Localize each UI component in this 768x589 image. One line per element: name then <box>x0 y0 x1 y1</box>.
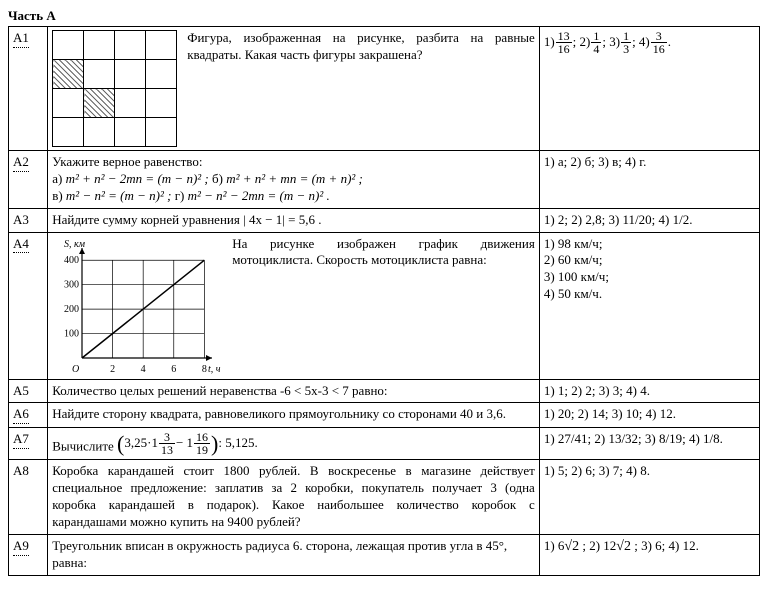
answer-options: 1) а; 2) б; 3) в; 4) г. <box>539 151 759 209</box>
question-text: Найдите сумму корней уравнения | 4x − 1|… <box>48 208 540 232</box>
svg-text:200: 200 <box>64 304 79 315</box>
table-row: А3 Найдите сумму корней уравнения | 4x −… <box>9 208 760 232</box>
svg-text:2: 2 <box>110 364 115 375</box>
a1-figure <box>52 30 177 147</box>
answer-options: 1) 98 км/ч; 2) 60 км/ч; 3) 100 км/ч; 4) … <box>539 232 759 379</box>
svg-text:300: 300 <box>64 279 79 290</box>
svg-text:8: 8 <box>202 364 207 375</box>
question-id: А2 <box>13 154 29 172</box>
question-id: А6 <box>13 406 29 424</box>
table-row: А7 Вычислите ( 3,25·1 313 − 1 1619 ) : 5… <box>9 428 760 460</box>
question-id: А1 <box>13 30 29 48</box>
question-text: Вычислите ( 3,25·1 313 − 1 1619 ) : 5,12… <box>48 428 540 460</box>
question-text: Коробка карандашей стоит 1800 рублей. В … <box>48 460 540 535</box>
answer-options: 1) 20; 2) 14; 3) 10; 4) 12. <box>539 403 759 428</box>
question-text: Количество целых решений неравенства -6 … <box>48 379 540 403</box>
table-row: А6 Найдите сторону квадрата, равновелико… <box>9 403 760 428</box>
table-row: А8 Коробка карандашей стоит 1800 рублей.… <box>9 460 760 535</box>
answer-options: 1) 5; 2) 6; 3) 7; 4) 8. <box>539 460 759 535</box>
table-row: А9 Треугольник вписан в окружность радиу… <box>9 534 760 575</box>
svg-text:4: 4 <box>141 364 146 375</box>
question-id: А5 <box>13 383 29 398</box>
table-row: А5 Количество целых решений неравенства … <box>9 379 760 403</box>
question-text: Треугольник вписан в окружность радиуса … <box>48 534 540 575</box>
svg-text:O: O <box>72 364 79 375</box>
table-row: А4 100 200 300 400 2 4 6 8 S, км t, ч O На рисунке… <box>9 232 760 379</box>
question-id: А3 <box>13 212 29 227</box>
answer-options: 1) 1316; 2) 14; 3) 13; 4) 316. <box>539 27 759 151</box>
svg-text:400: 400 <box>64 255 79 266</box>
svg-text:100: 100 <box>64 328 79 339</box>
table-row: А1 Фигура, изображенная на рисунке, разб… <box>9 27 760 151</box>
question-id: А4 <box>13 236 29 254</box>
question-id: А7 <box>13 431 29 449</box>
svg-text:S, км: S, км <box>64 239 86 250</box>
answer-options: 1) 27/41; 2) 13/32; 3) 8/19; 4) 1/8. <box>539 428 759 460</box>
question-text: Укажите верное равенство: а) m² + n² − 2… <box>48 151 540 209</box>
answer-options: 1) 2; 2) 2,8; 3) 11/20; 4) 1/2. <box>539 208 759 232</box>
questions-table: А1 Фигура, изображенная на рисунке, разб… <box>8 26 760 576</box>
answer-options: 1) 6√2 ; 2) 12√2 ; 3) 6; 4) 12. <box>539 534 759 575</box>
svg-text:6: 6 <box>171 364 176 375</box>
question-text: Найдите сторону квадрата, равновеликого … <box>48 403 540 428</box>
question-text: На рисунке изображен график движения мот… <box>232 236 535 376</box>
question-text: Фигура, изображенная на рисунке, разбита… <box>187 30 535 147</box>
question-id: А9 <box>13 538 29 556</box>
answer-options: 1) 1; 2) 2; 3) 3; 4) 4. <box>539 379 759 403</box>
table-row: А2 Укажите верное равенство: а) m² + n² … <box>9 151 760 209</box>
svg-text:t, ч: t, ч <box>208 364 221 375</box>
question-id: А8 <box>13 463 29 478</box>
a4-chart: 100 200 300 400 2 4 6 8 S, км t, ч O <box>52 236 222 376</box>
section-title: Часть А <box>8 8 760 24</box>
